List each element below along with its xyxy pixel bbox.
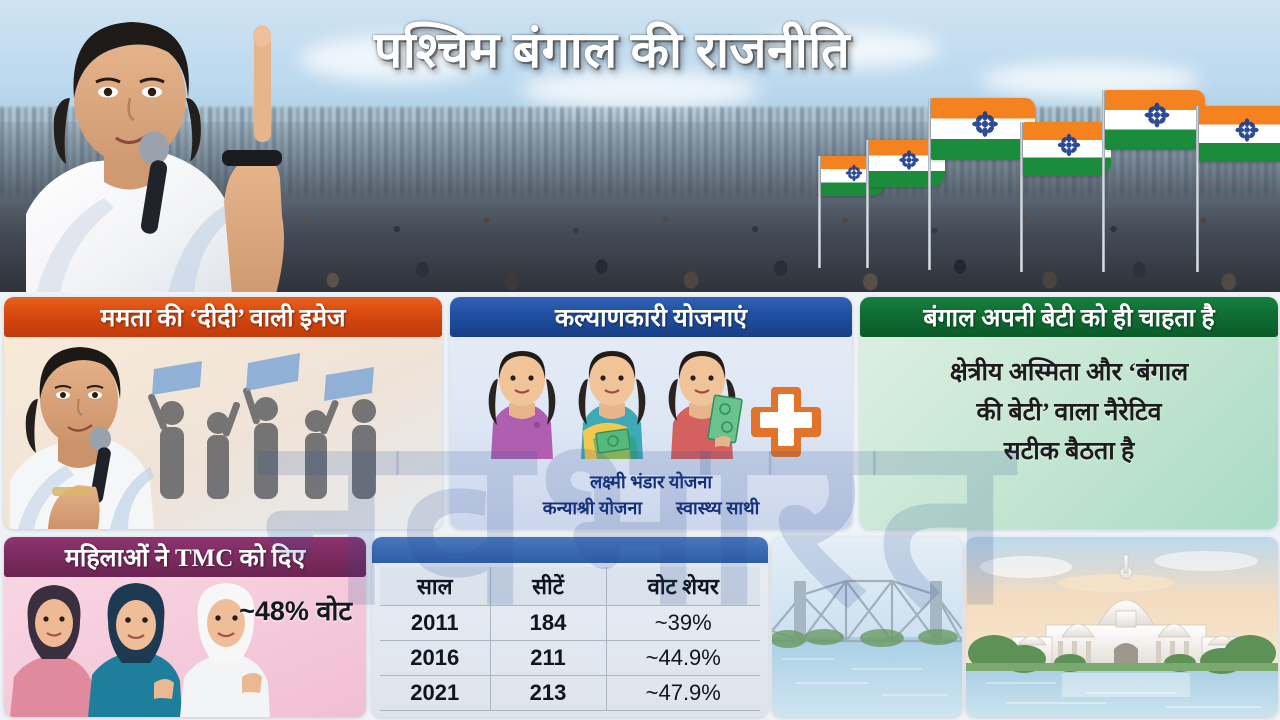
tmc-grass-flower-icon — [1057, 133, 1080, 156]
panel-women-heading: महिलाओं ने TMC को दिए — [4, 537, 366, 577]
panel-women-vote: महिलाओं ने TMC को दिए — [4, 537, 366, 717]
table-row: 2016 211 ~44.9% — [380, 640, 760, 676]
election-results-table: साल सीटें वोट शेयर 2011 184 ~39% 2016 21… — [380, 567, 760, 711]
cell-voteshare: ~47.9% — [606, 675, 760, 711]
women-group-photo — [4, 573, 366, 717]
woman-holding-note-icon — [668, 351, 743, 459]
panel-didi-image: ममता की ‘दीदी’ वाली इमेज — [4, 297, 442, 529]
tmc-flag-group — [810, 78, 1280, 272]
scheme-label-kanyashree: कन्याश्री योजना — [542, 497, 643, 518]
cell-voteshare: ~39% — [606, 605, 760, 641]
mamata-banerjee-photo — [26, 22, 284, 292]
col-header-seats: सीटें — [490, 567, 607, 606]
woman-with-money-icon — [578, 351, 646, 459]
table-header-row: साल सीटें वोट शेयर — [380, 567, 760, 606]
medical-cross-icon — [751, 387, 821, 457]
cell-year: 2011 — [380, 605, 491, 641]
raised-finger-hand — [222, 25, 284, 292]
howrah-bridge-image — [772, 537, 962, 717]
table-row: 2011 184 ~39% — [380, 605, 760, 641]
tmc-grass-flower-icon — [898, 149, 919, 170]
daughter-narrative-text: क्षेत्रीय अस्मिता और ‘बंगाल की बेटी’ वाल… — [874, 353, 1264, 472]
hero-banner: पश्चिम बंगाल की राजनीति — [0, 0, 1280, 292]
cell-seats: 213 — [490, 675, 607, 711]
table-row: 2021 213 ~47.9% — [380, 675, 760, 711]
panel-didi-heading: ममता की ‘दीदी’ वाली इमेज — [4, 297, 442, 337]
cell-year: 2021 — [380, 675, 491, 711]
tmc-grass-flower-icon — [972, 111, 998, 137]
daughter-line-2: की बेटी’ वाला नैरेटिव — [976, 398, 1162, 426]
scheme-label-swasthya: स्वास्थ्य साथी — [676, 497, 760, 518]
microphone-icon — [139, 131, 169, 234]
cell-year: 2016 — [380, 640, 491, 676]
tmc-grass-flower-icon — [1144, 102, 1170, 128]
cloud-shape — [520, 70, 760, 110]
banknote-icon — [595, 428, 631, 454]
panel-welfare-schemes: कल्याणकारी योजनाएं — [450, 297, 852, 529]
daughter-line-1: क्षेत्रीय अस्मिता और ‘बंगाल — [949, 359, 1189, 386]
col-header-year: साल — [380, 567, 491, 606]
cell-seats: 184 — [490, 605, 607, 641]
page-title: पश्चिम बंगाल की राजनीति — [373, 22, 851, 78]
panel-howrah-bridge — [772, 537, 962, 717]
tmc-grass-flower-icon — [845, 164, 863, 182]
cloud-shape — [760, 30, 940, 68]
woman-figure-icon — [488, 351, 556, 459]
panel-bengal-daughter: बंगाल अपनी बेटी को ही चाहता है क्षेत्रीय… — [860, 297, 1278, 529]
cell-voteshare: ~44.9% — [606, 640, 760, 676]
tmc-grass-flower-icon — [1235, 117, 1259, 142]
cloud-shape — [300, 36, 490, 82]
scheme-label-list: लक्ष्मी भंडार योजना कन्याश्री योजना स्वा… — [450, 469, 852, 521]
panel-election-table: साल सीटें वोट शेयर 2011 184 ~39% 2016 21… — [372, 537, 768, 717]
table-top-bar — [372, 537, 768, 563]
banknote-icon — [707, 394, 743, 444]
daughter-line-3: सटीक बैठता है — [1003, 438, 1135, 465]
women-vote-stat: ~48% वोट — [239, 596, 352, 626]
cell-seats: 211 — [490, 640, 607, 676]
panel-daughter-heading: बंगाल अपनी बेटी को ही चाहता है — [860, 297, 1278, 337]
scheme-label-lakshmi: लक्ष्मी भंडार योजना — [589, 471, 713, 492]
didi-photo — [4, 335, 442, 529]
panel-victoria-memorial — [966, 537, 1278, 717]
scheme-figures — [450, 341, 852, 459]
col-header-voteshare: वोट शेयर — [606, 567, 760, 606]
victoria-memorial-image — [966, 537, 1278, 717]
panel-schemes-heading: कल्याणकारी योजनाएं — [450, 297, 852, 337]
